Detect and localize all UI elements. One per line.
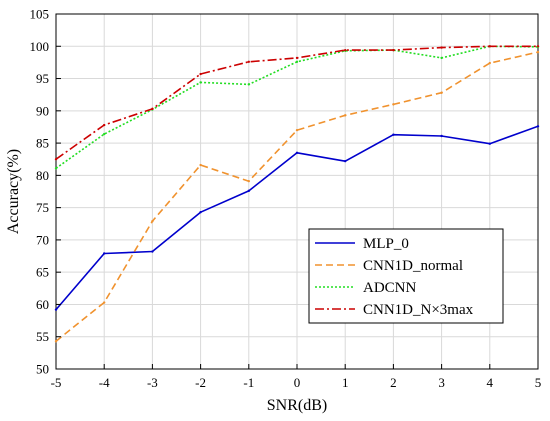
y-axis-label: Accuracy(%) [5,149,22,234]
y-tick-label: 50 [36,362,49,377]
data-point [151,219,154,223]
series-layer [54,45,540,343]
data-point [392,133,395,136]
y-tick-label: 85 [36,136,49,151]
data-point [151,107,154,111]
x-tick-label: -1 [243,375,254,390]
data-point [536,45,540,48]
y-tick-label: 95 [36,71,49,86]
data-point [488,61,491,65]
data-point [247,179,250,183]
x-tick-label: -4 [99,375,110,390]
series-2 [54,45,540,170]
series-line [55,51,539,342]
y-axis-ticks: 50 55 60 65 70 75 80 85 90 95 100 105 [30,7,61,377]
series-3 [54,45,540,161]
data-point [440,56,443,60]
data-point [199,163,202,167]
data-point [536,125,540,128]
data-point [488,45,491,48]
data-point [247,189,250,193]
data-point [54,340,58,343]
data-point [295,151,299,154]
data-point [54,167,58,170]
data-point [295,60,299,63]
data-point [199,81,202,84]
x-tick-label: 0 [294,375,301,390]
y-tick-label: 65 [36,265,49,280]
data-point [103,301,106,304]
data-point [295,56,299,60]
y-tick-label: 55 [36,329,49,344]
legend-entry: ADCNN [363,280,417,296]
data-point [488,142,491,145]
y-tick-label: 60 [36,297,49,312]
data-point [440,46,443,49]
y-tick-label: 105 [30,7,50,22]
data-point [392,48,395,52]
data-point [54,308,58,311]
y-tick-label: 75 [36,200,49,215]
data-point [295,128,299,132]
y-tick-label: 90 [36,103,49,118]
data-point [344,159,347,163]
legend-box [308,228,504,324]
data-point [440,134,443,138]
y-tick-label: 80 [36,168,49,183]
data-point [344,114,347,117]
data-point [54,158,58,161]
x-tick-label: 3 [438,375,445,390]
data-point [103,252,106,255]
data-point [536,50,540,54]
y-tick-label: 100 [30,39,50,54]
data-point [199,210,202,214]
series-1 [54,50,540,343]
x-tick-label: 4 [487,375,494,390]
legend-entry: CNN1D_normal [363,258,463,274]
data-point [103,132,106,136]
x-tick-label: -3 [147,375,158,390]
data-point [440,91,443,94]
data-point [392,103,395,106]
data-point [247,83,250,86]
series-0 [54,125,540,311]
legend: MLP_0 CNN1D_normal ADCNN CNN1D_N×3max [308,228,504,324]
x-axis-label: SNR(dB) [267,397,327,414]
x-tick-label: -5 [51,375,62,390]
x-tick-label: 1 [342,375,349,390]
data-point [344,48,347,52]
x-tick-label: 5 [535,375,542,390]
legend-entry: CNN1D_N×3max [363,302,474,318]
data-point [247,60,250,63]
data-point [103,123,106,127]
data-point [151,250,154,253]
legend-entry: MLP_0 [363,236,409,252]
y-tick-label: 70 [36,232,49,247]
data-point [199,72,202,76]
x-tick-label: 2 [390,375,397,390]
x-tick-label: -2 [195,375,206,390]
x-axis-ticks: -5 -4 -3 -2 -1 0 1 2 3 4 5 [51,364,542,390]
